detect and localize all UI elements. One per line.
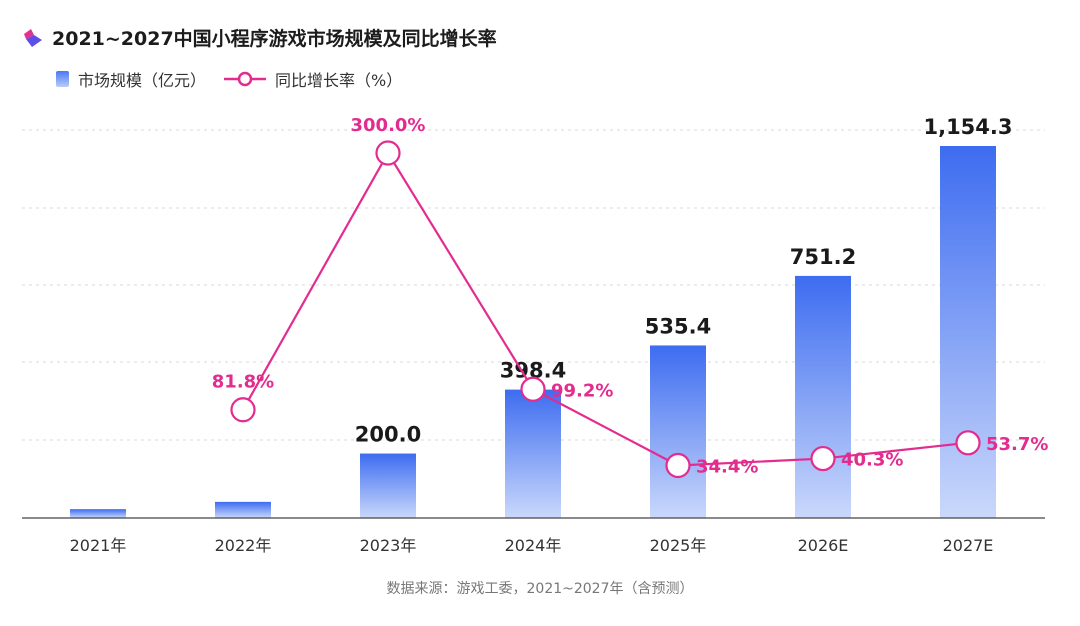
growth-value-label: 34.4%	[696, 457, 758, 478]
source-note: 数据来源：游戏工委，2021~2027年（含预测）	[386, 581, 694, 597]
legend-line-swatch	[224, 71, 267, 87]
x-tick-label: 2026E	[798, 536, 849, 555]
x-tick-label: 2027E	[943, 536, 994, 555]
bar	[940, 146, 996, 518]
growth-line-path	[242, 150, 969, 467]
bar	[505, 389, 561, 518]
bar-value-label: 200.0	[355, 423, 421, 447]
growth-value-label: 53.7%	[986, 434, 1048, 455]
x-tick-label: 2024年	[505, 536, 562, 555]
bar-value-label: 1,154.3	[923, 115, 1012, 139]
bar	[795, 275, 851, 518]
bar-value-label: 535.4	[645, 314, 711, 338]
legend-line-label: 同比增长率（%）	[275, 71, 403, 90]
x-tick-label: 2023年	[360, 536, 417, 555]
legend-bar-label: 市场规模（亿元）	[78, 71, 207, 90]
bars	[70, 146, 996, 518]
title-row: 2021~2027中国小程序游戏市场规模及同比增长率	[22, 24, 497, 51]
bar	[70, 509, 126, 518]
growth-point	[230, 397, 256, 423]
growth-value-label: 81.8%	[212, 372, 274, 393]
x-tick-label: 2022年	[215, 536, 272, 555]
bar	[215, 501, 271, 518]
legend: 市场规模（亿元） 同比增长率（%）	[56, 67, 402, 91]
growth-value-label: 40.3%	[841, 450, 903, 471]
growth-point	[375, 140, 401, 166]
growth-value-label: 300.0%	[351, 115, 426, 136]
growth-line: 81.8% 300.0% 99.2% 34.4% 40.3% 53.7%	[212, 115, 1048, 479]
x-tick-label: 2025年	[650, 536, 707, 555]
growth-point	[955, 430, 981, 456]
x-axis: 2021年 2022年 2023年 2024年 2025年 2026E 2027E	[22, 517, 1045, 555]
x-tick-label: 2021年	[70, 536, 127, 555]
legend-bar-swatch	[56, 71, 69, 87]
chart-title: 2021~2027中国小程序游戏市场规模及同比增长率	[52, 28, 497, 50]
bar	[360, 453, 416, 518]
growth-value-label: 99.2%	[551, 380, 613, 401]
brand-logo-icon	[24, 28, 42, 47]
growth-point	[520, 376, 546, 402]
growth-point	[810, 445, 836, 472]
bar	[650, 345, 706, 518]
bar-value-label: 751.2	[790, 245, 856, 269]
growth-point	[665, 452, 691, 479]
